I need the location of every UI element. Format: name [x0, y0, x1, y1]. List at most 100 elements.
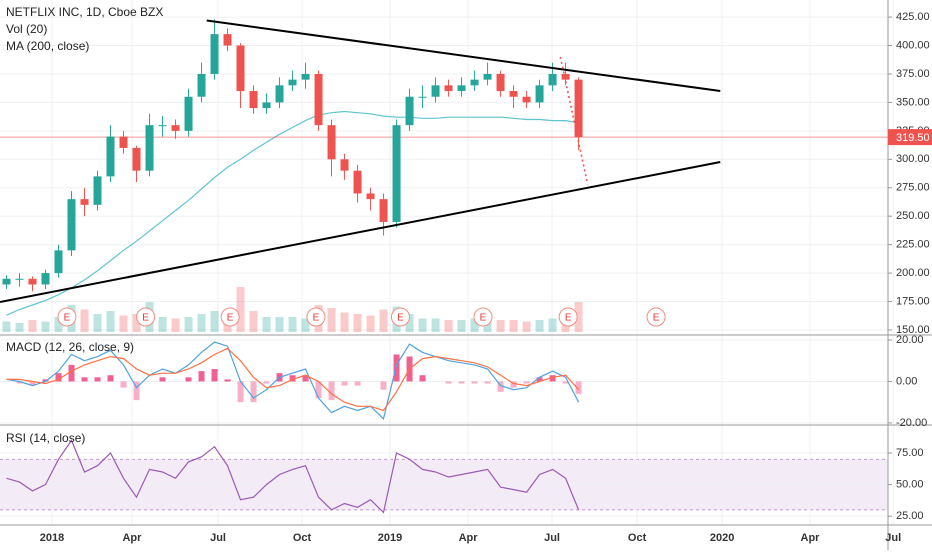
candle-body	[561, 73, 570, 80]
earnings-label: E	[653, 313, 660, 324]
macd-histogram	[458, 381, 465, 384]
y-tick-label: 50.00	[896, 479, 924, 491]
candle-body	[184, 96, 193, 131]
volume-bar	[418, 318, 427, 332]
candle-body	[80, 199, 89, 205]
volume-bar	[548, 318, 557, 332]
volume-bar	[132, 314, 141, 332]
x-tick-label: Apr	[459, 532, 479, 544]
macd-histogram	[250, 381, 257, 403]
trendline	[206, 19, 721, 93]
y-tick-label: 225.00	[896, 239, 930, 251]
volume-bar	[119, 315, 128, 332]
x-tick-label: Apr	[122, 532, 142, 544]
y-tick-label: -20.00	[896, 417, 927, 429]
candle-body	[236, 45, 245, 92]
volume-bar	[275, 317, 284, 332]
candle-body	[522, 96, 531, 103]
y-tick-label: 425.00	[896, 11, 930, 23]
macd-histogram	[133, 381, 140, 401]
x-tick-label: Apr	[801, 532, 821, 544]
y-tick-label: 0.00	[896, 375, 917, 387]
candle-body	[93, 176, 102, 205]
x-tick-label: Oct	[628, 532, 647, 544]
macd-histogram	[536, 377, 543, 382]
volume-bar	[171, 318, 180, 332]
candle-body	[340, 159, 349, 171]
volume-bar	[236, 287, 245, 332]
macd-histogram	[341, 381, 348, 386]
macd-histogram	[497, 381, 504, 392]
candle-body	[470, 79, 479, 86]
candle-body	[431, 85, 440, 97]
macd-histogram	[185, 377, 192, 382]
candle-body	[496, 73, 505, 92]
macd-histogram	[315, 381, 322, 399]
macd-histogram	[81, 377, 88, 382]
candle-body	[509, 91, 518, 97]
earnings-marker	[473, 307, 493, 327]
earnings-label: E	[142, 313, 149, 324]
macd-histogram	[68, 364, 75, 382]
candle-body	[197, 73, 206, 97]
last-price-label: 319.50	[896, 132, 930, 144]
macd-histogram	[549, 375, 556, 382]
candle-body	[106, 136, 115, 177]
earnings-label: E	[397, 313, 404, 324]
y-tick-label: 375.00	[896, 68, 930, 80]
candle-body	[379, 199, 388, 222]
earnings-marker	[57, 307, 77, 327]
candle-body	[275, 85, 284, 103]
macd-line	[6, 341, 580, 420]
candle-body	[392, 125, 401, 222]
macd-histogram	[419, 375, 426, 382]
volume-bar	[210, 311, 219, 332]
macd-histogram	[484, 381, 491, 384]
candle-body	[366, 193, 375, 200]
candle-body	[483, 73, 492, 80]
rsi-line	[6, 439, 580, 514]
volume-bar	[249, 311, 258, 332]
legend-entry: RSI (14, close)	[6, 431, 85, 445]
macd-histogram	[198, 371, 205, 382]
macd-histogram	[120, 381, 127, 388]
macd-histogram	[510, 381, 517, 388]
macd-histogram	[263, 381, 270, 384]
candle-body	[41, 273, 50, 285]
volume-bar	[574, 302, 583, 332]
macd-histogram	[575, 381, 582, 394]
y-tick-label: 175.00	[896, 295, 930, 307]
macd-histogram	[471, 381, 478, 384]
candle-body	[574, 79, 583, 138]
macd-histogram	[29, 381, 36, 386]
volume-bar	[444, 320, 453, 332]
y-tick-label: 350.00	[896, 96, 930, 108]
macd-histogram	[354, 381, 361, 386]
volume-bar	[54, 317, 63, 332]
y-tick-label: 150.00	[896, 324, 930, 336]
macd-histogram	[562, 381, 569, 384]
y-tick-label: 25.00	[896, 510, 924, 522]
x-tick-label: 2019	[378, 532, 402, 544]
legend-entry: MA (200, close)	[6, 39, 89, 53]
legend-entry: MACD (12, 26, close, 9)	[6, 340, 134, 354]
earnings-label: E	[565, 313, 572, 324]
earnings-marker	[306, 307, 326, 327]
earnings-marker	[136, 307, 156, 327]
candle-body	[262, 102, 271, 109]
legend-entry: Vol (20)	[6, 22, 47, 36]
candle-body	[548, 73, 557, 86]
earnings-marker	[646, 307, 666, 327]
volume-bar	[431, 318, 440, 332]
candle-body	[444, 85, 453, 92]
volume-bar	[379, 309, 388, 332]
volume-bar	[158, 317, 167, 332]
macd-histogram	[94, 377, 101, 382]
candle-body	[158, 125, 167, 127]
candle-body	[119, 136, 128, 148]
volume-bar	[457, 320, 466, 332]
earnings-marker	[220, 307, 240, 327]
volume-bar	[28, 320, 37, 332]
